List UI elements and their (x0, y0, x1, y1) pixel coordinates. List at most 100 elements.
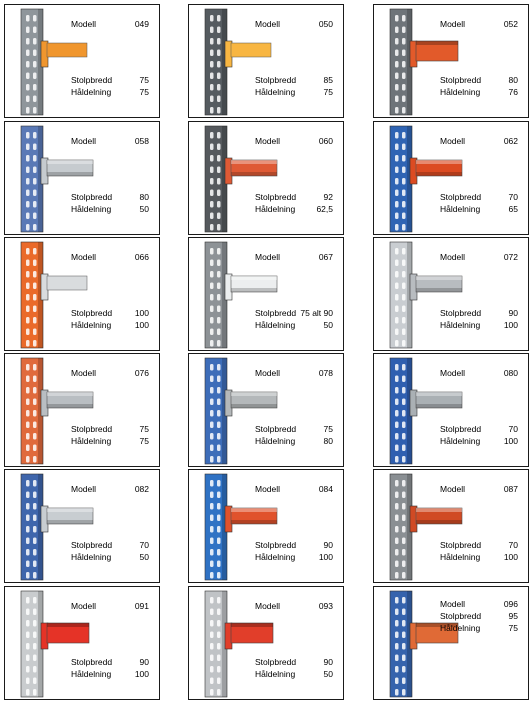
post-slot (26, 643, 30, 650)
post-slot (395, 212, 399, 219)
post-slot (217, 282, 221, 289)
width-value: 90 (323, 657, 333, 667)
post-slot (395, 620, 399, 627)
pitch-label: Håldelning (440, 552, 481, 562)
post-slot (217, 189, 221, 196)
post-slot (402, 597, 406, 604)
post-slot (402, 107, 406, 114)
post-slot (26, 294, 30, 301)
post-slot (217, 503, 221, 510)
width-value: 80 (508, 75, 518, 85)
post-slot (210, 26, 214, 33)
model-number: 058 (134, 136, 149, 146)
post-slot (402, 38, 406, 45)
post-slot (210, 631, 214, 638)
post-slot (210, 375, 214, 382)
model-label: Modell (440, 599, 466, 609)
post-slot (395, 15, 399, 22)
post-slot (402, 26, 406, 33)
post-slot (26, 444, 30, 451)
post-slot (210, 340, 214, 347)
beam (46, 507, 94, 525)
post-slot (33, 224, 37, 231)
model-number: 066 (134, 252, 149, 262)
post-slot (33, 166, 37, 173)
post-slot (217, 444, 221, 451)
post-slot (33, 410, 37, 417)
post-slot (217, 491, 221, 498)
post-slot (210, 271, 214, 278)
model-number: 060 (318, 136, 333, 146)
post-shade (38, 9, 43, 115)
beam-lip (231, 288, 277, 292)
width-label: Stolpbredd (255, 657, 297, 667)
post-slot (26, 375, 30, 382)
width-value: 75 (139, 424, 149, 434)
post-slot (210, 317, 214, 324)
post-slot (33, 421, 37, 428)
post-slot (402, 375, 406, 382)
model-label: Modell (255, 484, 281, 494)
pitch-label: Håldelning (255, 669, 296, 679)
post-slot (402, 620, 406, 627)
post-slot (26, 387, 30, 394)
post-slot (210, 155, 214, 162)
post-slot (26, 364, 30, 371)
post-slot (217, 480, 221, 487)
beam-flange (47, 392, 93, 396)
width-value: 75 (139, 75, 149, 85)
post-slot (395, 38, 399, 45)
rack-photo (389, 590, 459, 698)
post-shade (407, 242, 412, 348)
width-label: Stolpbredd (255, 308, 297, 318)
model-number: 096 (503, 599, 518, 609)
beam-flange (231, 508, 277, 512)
width-value: 92 (323, 192, 333, 202)
post-slot (217, 248, 221, 255)
beam (230, 622, 274, 644)
catalog-card: Modell 082 Stolpbredd 70 Håldelning 50 (4, 469, 160, 583)
post-slot (33, 387, 37, 394)
pitch-label: Håldelning (71, 552, 112, 562)
post-slot (210, 549, 214, 556)
post-slot (402, 132, 406, 139)
beam (415, 159, 463, 177)
post-slot (395, 537, 399, 544)
post-slot (33, 26, 37, 33)
post-slot (395, 248, 399, 255)
width-value: 70 (508, 192, 518, 202)
post-slot (26, 15, 30, 22)
post-slot (210, 654, 214, 661)
beam-lip (416, 288, 462, 292)
post-slot (395, 480, 399, 487)
beam-flange (416, 276, 462, 280)
post-slot (210, 643, 214, 650)
post-slot (210, 597, 214, 604)
post-slot (402, 549, 406, 556)
post-slot (395, 259, 399, 266)
post-slot (217, 387, 221, 394)
pitch-label: Håldelning (71, 204, 112, 214)
model-label: Modell (255, 136, 281, 146)
post-slot (210, 224, 214, 231)
post-slot (26, 282, 30, 289)
post-slot (395, 72, 399, 79)
post-slot (26, 49, 30, 56)
post-slot (26, 132, 30, 139)
post-slot (402, 608, 406, 615)
model-number: 082 (134, 484, 149, 494)
pitch-value: 75 (139, 436, 149, 446)
post-slot (402, 294, 406, 301)
post-slot (217, 305, 221, 312)
pitch-value: 50 (323, 320, 333, 330)
post-slot (33, 480, 37, 487)
post-slot (217, 433, 221, 440)
post-slot (33, 201, 37, 208)
width-value: 90 (139, 657, 149, 667)
post-slot (33, 49, 37, 56)
post-slot (402, 317, 406, 324)
post-slot (402, 155, 406, 162)
post-slot (210, 107, 214, 114)
post-slot (217, 572, 221, 579)
post-slot (210, 572, 214, 579)
